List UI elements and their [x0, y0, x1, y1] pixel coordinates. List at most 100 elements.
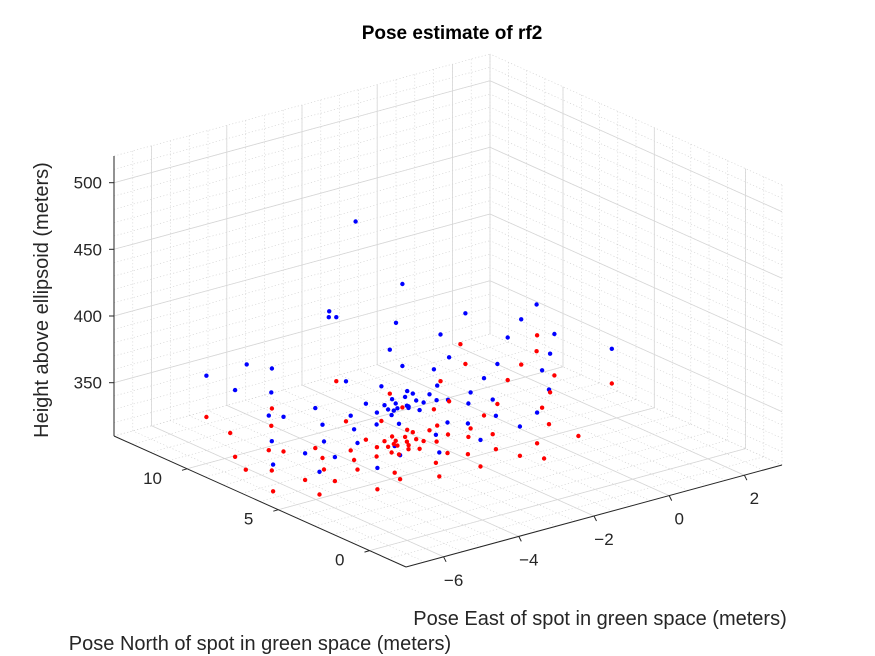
red-data-point	[266, 448, 271, 453]
red-data-point	[204, 414, 209, 420]
grid-line	[489, 173, 783, 306]
chart-title: Pose estimate of rf2	[362, 23, 543, 44]
blue-data-point	[438, 332, 443, 337]
blue-data-point	[431, 367, 437, 372]
blue-data-point	[609, 346, 614, 351]
z-tick-labels: 350 400 450 500	[74, 174, 102, 393]
z-tick-label: 500	[74, 174, 102, 193]
blue-data-point	[302, 451, 308, 456]
blue-data-point	[321, 439, 327, 444]
red-data-point	[405, 427, 410, 432]
blue-data-point	[396, 421, 402, 426]
red-data-point	[397, 477, 403, 482]
blue-data-point	[244, 362, 249, 367]
red-data-point	[317, 492, 322, 497]
red-data-point	[374, 445, 380, 450]
blue-data-point	[363, 401, 369, 406]
grid-line	[433, 349, 726, 481]
grid-line-major	[369, 448, 746, 551]
red-data-point	[547, 390, 553, 395]
blue-data-point	[348, 413, 353, 418]
x-tick-mark	[443, 556, 447, 563]
grid-line-major	[278, 407, 655, 511]
red-data-point	[387, 391, 392, 396]
red-data-point	[421, 438, 426, 444]
red-data-point	[393, 438, 398, 443]
blue-data-point	[343, 379, 349, 384]
red-data-point	[396, 452, 402, 457]
red-data-point	[576, 433, 581, 439]
red-data-point	[552, 373, 557, 378]
red-data-point	[466, 434, 471, 440]
red-data-point	[406, 447, 411, 452]
grid-line-major	[301, 384, 595, 517]
grid-line	[489, 227, 783, 359]
grid-line	[489, 307, 783, 439]
blue-data-point	[421, 400, 426, 405]
grid-line	[489, 240, 783, 372]
red-data-point	[414, 437, 419, 442]
blue-data-point	[446, 355, 452, 360]
red-data-point	[269, 468, 274, 473]
grid-line	[489, 333, 783, 466]
blue-data-point	[317, 469, 322, 474]
blue-data-point	[387, 347, 392, 352]
grid-line	[489, 253, 783, 386]
grid-line-major	[489, 80, 783, 213]
grid-line-major	[489, 213, 783, 346]
red-data-point	[434, 439, 439, 444]
grid-line-major	[113, 213, 491, 317]
grid-line	[489, 320, 783, 452]
blue-data-point	[519, 317, 524, 322]
red-data-point	[404, 439, 410, 444]
blue-data-point	[417, 407, 422, 413]
red-data-point	[395, 443, 400, 448]
grid-line	[207, 410, 501, 542]
red-data-point	[348, 448, 353, 453]
red-data-point	[541, 456, 547, 461]
red-data-point	[406, 443, 411, 448]
red-data-point	[281, 449, 286, 454]
blue-data-point	[327, 309, 332, 314]
red-data-point	[313, 445, 318, 451]
blue-data-point	[379, 384, 384, 389]
grid-line	[358, 369, 651, 501]
grid-line-major	[113, 146, 491, 250]
axes-box	[109, 156, 783, 568]
red-data-point	[493, 447, 499, 452]
grid-line	[489, 107, 783, 239]
red-data-point	[363, 437, 369, 442]
grid-line	[489, 53, 783, 186]
red-data-point	[243, 467, 248, 472]
blue-data-point	[313, 405, 318, 411]
red-data-point	[392, 470, 397, 475]
grid-line-major	[452, 343, 745, 476]
red-data-point	[334, 379, 339, 384]
blue-data-point	[266, 413, 271, 418]
data-points	[204, 219, 614, 497]
grid-line-major	[226, 405, 519, 537]
red-data-point	[320, 455, 325, 461]
blue-data-point	[320, 422, 325, 427]
blue-data-point	[406, 405, 411, 411]
blue-data-point	[534, 302, 539, 307]
red-data-point	[228, 430, 233, 436]
red-data-point	[517, 453, 523, 458]
blue-data-point	[355, 440, 360, 446]
blue-data-point	[334, 315, 339, 320]
blue-data-point	[232, 387, 238, 393]
blue-data-point	[437, 450, 442, 455]
blue-data-point	[410, 391, 415, 396]
blue-data-point	[534, 410, 540, 415]
blue-data-point	[427, 392, 432, 397]
y-tick-labels: 0 5 10	[143, 469, 344, 570]
red-data-point	[505, 377, 510, 383]
x-tick-mark	[743, 474, 748, 481]
x-tick-labels: −6 −4 −2 0 2	[444, 489, 759, 590]
red-data-point	[490, 432, 495, 437]
grid-line	[489, 67, 783, 199]
blue-data-point	[468, 390, 473, 395]
grid-line	[489, 267, 783, 399]
grid-line	[471, 338, 764, 471]
